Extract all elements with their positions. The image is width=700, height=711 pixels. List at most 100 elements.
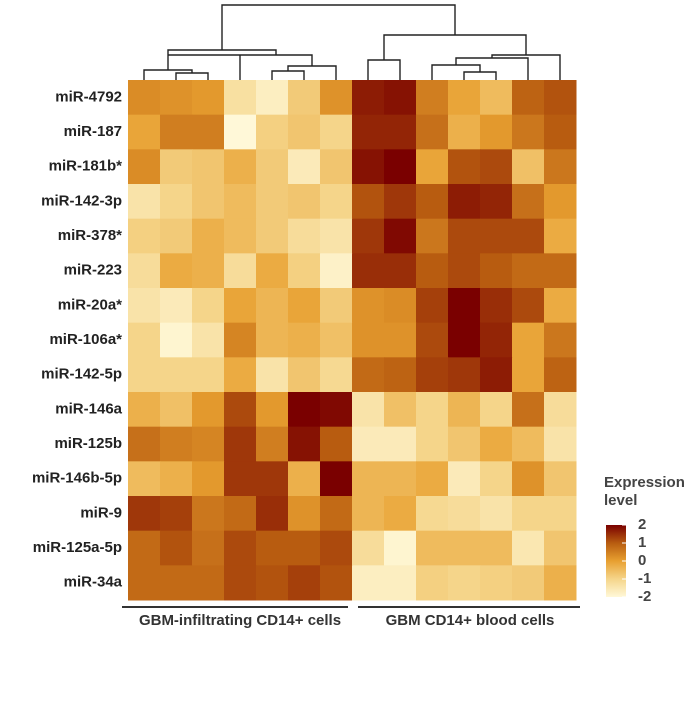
heatmap-cell <box>384 530 417 566</box>
heatmap-cell <box>416 184 449 220</box>
heatmap-cell <box>448 357 481 393</box>
heatmap-cell <box>128 80 161 116</box>
heatmap-cell <box>544 218 577 254</box>
heatmap-cell <box>416 392 449 428</box>
heatmap-cell <box>416 357 449 393</box>
heatmap-cell <box>512 80 545 116</box>
heatmap-cell <box>256 184 289 220</box>
group-label: GBM CD14+ blood cells <box>385 612 555 629</box>
heatmap-cell <box>480 218 513 254</box>
heatmap-cell <box>544 80 577 116</box>
heatmap-cell <box>128 461 161 497</box>
heatmap-cell <box>160 426 193 462</box>
heatmap-cell <box>128 114 161 150</box>
heatmap-cell <box>320 322 353 358</box>
heatmap-cell <box>160 565 193 601</box>
heatmap-cell <box>544 357 577 393</box>
heatmap-cell <box>448 392 481 428</box>
heatmap-cell <box>448 80 481 116</box>
row-label: miR-223 <box>64 262 122 279</box>
colorbar-tick-label: 0 <box>638 552 646 569</box>
row-label: miR-146a <box>55 400 122 417</box>
heatmap-cell <box>192 565 225 601</box>
heatmap-cell <box>288 530 321 566</box>
heatmap-cell <box>320 426 353 462</box>
heatmap-cell <box>288 357 321 393</box>
heatmap-cell <box>192 184 225 220</box>
heatmap-cell <box>320 184 353 220</box>
heatmap-cell <box>224 322 257 358</box>
heatmap-cell <box>448 114 481 150</box>
heatmap-cell <box>352 565 385 601</box>
heatmap-cell <box>128 253 161 289</box>
heatmap-cell <box>352 288 385 324</box>
colorbar <box>606 525 626 597</box>
heatmap-cell <box>384 461 417 497</box>
heatmap-cell <box>288 288 321 324</box>
heatmap-cell <box>384 288 417 324</box>
heatmap-cell <box>288 565 321 601</box>
heatmap-cell <box>224 392 257 428</box>
heatmap-cell <box>288 253 321 289</box>
row-label: miR-4792 <box>55 88 122 105</box>
heatmap-cell <box>384 565 417 601</box>
heatmap-cell <box>224 288 257 324</box>
heatmap-cell <box>384 357 417 393</box>
heatmap-cell <box>544 426 577 462</box>
heatmap-cell <box>192 530 225 566</box>
heatmap-cell <box>224 530 257 566</box>
heatmap-cell <box>256 565 289 601</box>
heatmap-cell <box>512 565 545 601</box>
heatmap-cell <box>128 565 161 601</box>
heatmap-cell <box>256 461 289 497</box>
heatmap-cell <box>416 426 449 462</box>
heatmap-cell <box>288 80 321 116</box>
heatmap-cell <box>320 80 353 116</box>
heatmap-cell <box>352 530 385 566</box>
heatmap-cell <box>320 253 353 289</box>
heatmap-cell <box>320 288 353 324</box>
heatmap-cell <box>320 496 353 532</box>
heatmap-cell <box>320 114 353 150</box>
heatmap-cell <box>352 496 385 532</box>
heatmap-cell <box>384 114 417 150</box>
heatmap-cell <box>544 288 577 324</box>
heatmap-cell <box>160 496 193 532</box>
heatmap-cell <box>288 114 321 150</box>
heatmap-cell <box>352 80 385 116</box>
heatmap-cell <box>192 322 225 358</box>
heatmap-cell <box>224 80 257 116</box>
heatmap-cell <box>384 80 417 116</box>
heatmap-cell <box>448 530 481 566</box>
heatmap-cell <box>480 288 513 324</box>
heatmap-cell <box>256 80 289 116</box>
heatmap-cell <box>192 461 225 497</box>
heatmap-cell <box>256 288 289 324</box>
heatmap-cell <box>448 461 481 497</box>
heatmap-cell <box>192 114 225 150</box>
heatmap-cell <box>160 184 193 220</box>
heatmap-cell <box>192 392 225 428</box>
heatmap-cell <box>224 426 257 462</box>
heatmap-cell <box>160 80 193 116</box>
heatmap-cell <box>416 253 449 289</box>
heatmap-cell <box>480 426 513 462</box>
heatmap-cell <box>192 218 225 254</box>
heatmap-cell <box>480 322 513 358</box>
heatmap-cell <box>352 218 385 254</box>
heatmap-cell <box>224 496 257 532</box>
heatmap-cell <box>544 530 577 566</box>
heatmap-cell <box>448 149 481 185</box>
heatmap-cell <box>128 357 161 393</box>
heatmap-cell <box>480 392 513 428</box>
heatmap-cell <box>544 392 577 428</box>
heatmap-cell <box>512 218 545 254</box>
heatmap-cell <box>224 461 257 497</box>
row-label: miR-9 <box>80 504 122 521</box>
heatmap-cell <box>448 496 481 532</box>
heatmap-cell <box>544 496 577 532</box>
heatmap-cell <box>192 253 225 289</box>
heatmap-cell <box>448 184 481 220</box>
